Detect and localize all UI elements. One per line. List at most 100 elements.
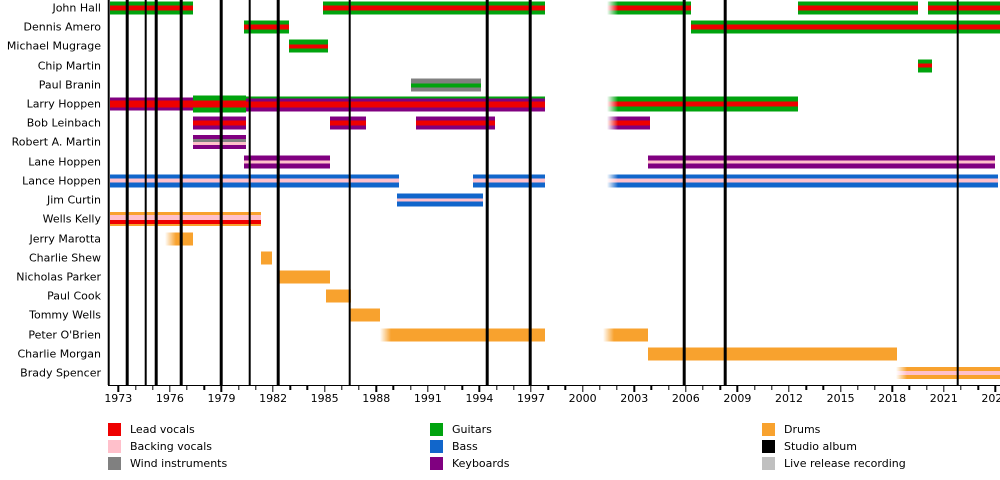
member-label: Jim Curtin <box>46 193 101 207</box>
wind_instruments-stripe <box>193 138 246 142</box>
studio-album-line <box>248 0 252 385</box>
guitars-stripe <box>322 1 545 6</box>
timeline-segment <box>164 232 194 246</box>
studio-album-line <box>276 0 280 385</box>
x-axis: 1973 1976 1979 1982 1985 1988 1991 1994 1997 2000… <box>104 385 1000 406</box>
timeline-segment <box>472 174 545 188</box>
legend-label: Bass <box>452 440 478 453</box>
drums-stripe <box>278 270 330 284</box>
member-label: Paul Cook <box>47 289 101 303</box>
lead_vocals-stripe <box>245 101 545 108</box>
keyboards-stripe <box>193 145 246 150</box>
axis-tick <box>788 386 790 392</box>
timeline-segment <box>109 174 399 188</box>
studio-album-line <box>485 0 489 385</box>
timeline-segment <box>326 289 352 303</box>
axis-tick <box>530 386 532 392</box>
axis-tick <box>203 386 205 390</box>
timeline-segment <box>243 20 289 34</box>
legend-label: Studio album <box>784 440 857 453</box>
drums-stripe <box>647 347 898 361</box>
wind_instruments-stripe <box>410 87 482 92</box>
legend-label: Wind instruments <box>130 457 228 470</box>
keyboards-stripe <box>109 107 194 111</box>
lead_vocals-stripe <box>109 220 262 224</box>
member-label: Lance Hoppen <box>22 174 101 188</box>
guitars-stripe <box>410 83 482 87</box>
axis-tick <box>289 386 291 390</box>
axis-tick <box>581 386 584 392</box>
axis-tick <box>409 386 412 390</box>
member-label: Brady Spencer <box>20 366 101 380</box>
backing_vocals-stripe <box>396 198 483 202</box>
axis-tick <box>392 386 395 390</box>
member-label: Nicholas Parker <box>16 270 101 284</box>
drums-stripe <box>895 374 1000 379</box>
timeline-segment <box>278 270 330 284</box>
legend: Lead vocals Backing vocals Wind instrument… <box>0 423 1000 480</box>
legend-item: Drums <box>762 423 820 436</box>
axis-tick <box>616 386 618 390</box>
timeline-segment <box>647 155 996 169</box>
guitars-stripe <box>917 59 932 64</box>
keyboards-stripe <box>329 116 366 121</box>
axis-tick <box>169 386 171 392</box>
timeline-segment <box>243 155 330 169</box>
member-label: Larry Hoppen <box>26 97 101 111</box>
legend-label: Backing vocals <box>130 440 213 453</box>
axis-tick <box>341 386 343 390</box>
axis-tick-label: 2000 <box>568 392 597 405</box>
lead_vocals-stripe <box>606 101 798 107</box>
studio-album-line <box>220 0 223 385</box>
axis-tick <box>513 386 515 390</box>
keyboards-stripe <box>193 135 246 139</box>
lead_vocals-stripe <box>109 100 194 108</box>
guitars-swatch <box>430 423 443 436</box>
guitars-stripe <box>322 10 545 15</box>
guitars-stripe <box>928 10 1000 15</box>
backing_vocals-stripe <box>895 371 1000 375</box>
axis-tick <box>375 386 377 392</box>
guitars-stripe <box>109 10 194 15</box>
member-label: Jerry Marotta <box>29 232 101 246</box>
axis-tick <box>220 386 223 392</box>
keyboards-stripe <box>606 116 650 121</box>
axis-tick <box>771 386 773 390</box>
keyboards-stripe <box>415 116 495 121</box>
backing_vocals-stripe <box>647 160 996 164</box>
lead_vocals-stripe <box>329 120 366 126</box>
studio-album-line <box>348 0 351 385</box>
lead_vocals-stripe <box>917 63 932 68</box>
axis-tick-label: 2009 <box>723 392 752 405</box>
timeline-segment <box>895 366 1000 379</box>
studio-album-line <box>179 0 183 385</box>
timeline-segment <box>329 116 366 130</box>
keyboards-stripe <box>109 97 194 101</box>
lead_vocals-stripe <box>288 44 329 49</box>
axis-tick <box>994 386 997 392</box>
lead_vocals-stripe <box>193 100 246 108</box>
member-labels-column: John Hall Dennis Amero Michael Mugrage Chip… <box>0 0 104 385</box>
axis-tick <box>943 386 945 392</box>
axis-tick <box>925 386 928 390</box>
axis-tick-label: 2015 <box>826 392 855 405</box>
bass-stripe <box>396 193 483 199</box>
axis-tick-label: 1985 <box>310 392 339 405</box>
drums-stripe <box>109 223 262 227</box>
legend-item: Guitars <box>430 423 492 436</box>
timeline-segment <box>928 1 1000 15</box>
axis-tick <box>960 386 962 390</box>
keyboards-stripe <box>647 155 996 161</box>
studio-album-line <box>724 0 727 385</box>
backing_vocals-stripe <box>109 178 399 183</box>
keyboards-stripe <box>606 125 650 130</box>
bass-swatch <box>430 440 443 453</box>
member-label: Robert A. Martin <box>11 135 101 149</box>
legend-label: Live release recording <box>784 457 906 470</box>
axis-tick-label: 1979 <box>207 392 236 405</box>
studio-album-line <box>144 0 148 385</box>
studio-album-line <box>956 0 959 385</box>
drums-stripe <box>261 251 273 265</box>
axis-tick-label: 2003 <box>620 392 649 405</box>
backing_vocals-stripe <box>472 178 545 183</box>
